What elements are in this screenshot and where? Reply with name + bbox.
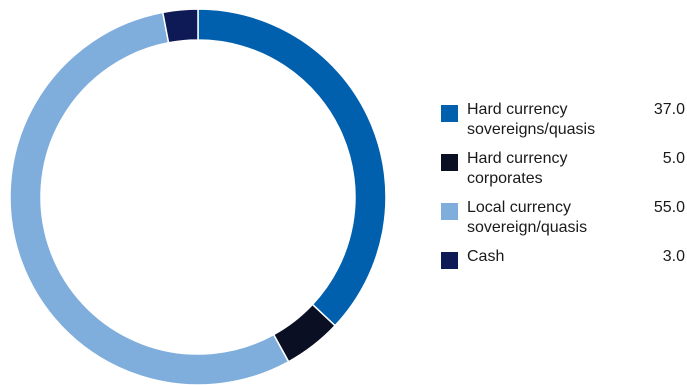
legend-label: Hard currency sovereigns/quasis: [467, 100, 637, 140]
legend-value: 37.0: [653, 101, 685, 118]
legend-value: 5.0: [662, 150, 685, 167]
legend-label-line: Local currency: [467, 199, 572, 216]
legend-item-hard-currency-corporates: Hard currency corporates 5.0: [441, 149, 685, 189]
legend-label-line: sovereigns/quasis: [467, 121, 596, 138]
legend-label-line: Cash: [467, 248, 505, 265]
legend: Hard currency sovereigns/quasis 37.0 Har…: [441, 100, 685, 276]
legend-label: Local currency sovereign/quasis: [467, 198, 637, 238]
legend-value: 55.0: [653, 199, 685, 216]
legend-item-local-currency-sovereign: Local currency sovereign/quasis 55.0: [441, 198, 685, 238]
legend-label: Hard currency corporates: [467, 149, 637, 189]
donut-chart: [9, 8, 387, 385]
legend-label-line: sovereign/quasis: [467, 219, 588, 236]
legend-value: 3.0: [662, 248, 685, 265]
legend-item-hard-currency-sovereigns: Hard currency sovereigns/quasis 37.0: [441, 100, 685, 140]
legend-label-line: Hard currency: [467, 150, 568, 167]
legend-label-line: corporates: [467, 170, 543, 187]
donut-slice-local-currency-sovereign-quasis: [9, 11, 290, 385]
donut-slice-hard-currency-sovereigns-quasis: [197, 8, 387, 327]
legend-swatch: [441, 203, 458, 220]
legend-label: Cash: [467, 247, 637, 267]
donut-slice-cash: [161, 8, 199, 44]
legend-item-cash: Cash 3.0: [441, 247, 685, 269]
legend-label-line: Hard currency: [467, 101, 568, 118]
legend-swatch: [441, 154, 458, 171]
legend-swatch: [441, 105, 458, 122]
legend-swatch: [441, 252, 458, 269]
